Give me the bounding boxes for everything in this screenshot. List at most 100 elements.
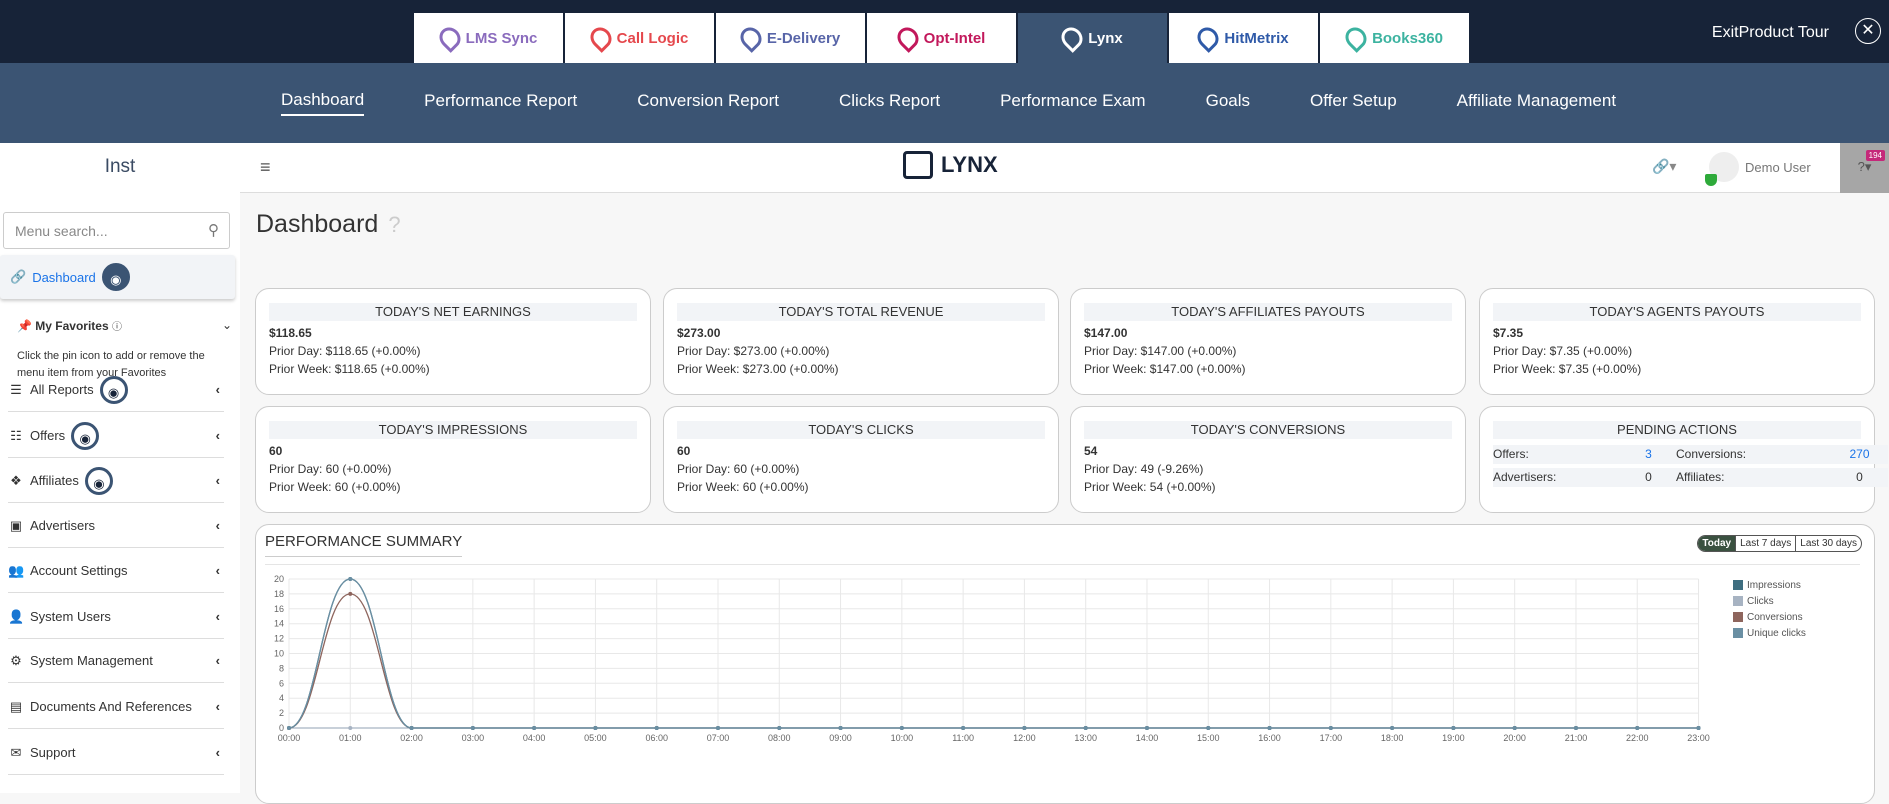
sidebar-item-label: System Management	[30, 653, 153, 668]
range-30-days[interactable]: Last 30 days	[1795, 536, 1861, 551]
eye-icon[interactable]: ◉	[99, 375, 128, 404]
x-tick-label: 04:00	[523, 733, 546, 743]
close-icon[interactable]: ✕	[1855, 18, 1881, 44]
card-prior-week: Prior Week: 60 (+0.00%)	[269, 480, 401, 494]
data-point[interactable]	[348, 577, 353, 581]
product-tab-e-delivery[interactable]: E-Delivery	[716, 13, 866, 63]
card-prior-day: Prior Day: $273.00 (+0.00%)	[677, 344, 830, 358]
data-point[interactable]	[777, 726, 782, 730]
legend-item[interactable]: Conversions	[1733, 609, 1806, 625]
product-tab-call-logic[interactable]: Call Logic	[565, 13, 715, 63]
data-point[interactable]	[1451, 726, 1456, 730]
data-point[interactable]	[1206, 726, 1211, 730]
x-tick-label: 17:00	[1320, 733, 1343, 743]
search-icon[interactable]: ⚲	[208, 222, 219, 239]
legend-swatch	[1733, 628, 1743, 638]
data-point[interactable]	[409, 726, 414, 730]
help-icon[interactable]: ?	[388, 212, 401, 237]
product-bar: LMS Sync Call Logic E-Delivery Opt-Intel Lyn…	[0, 0, 1889, 63]
card-value: 60	[677, 444, 691, 458]
eye-icon[interactable]: ◉	[101, 263, 130, 291]
data-point[interactable]	[838, 726, 843, 730]
eye-icon[interactable]: ◉	[71, 421, 100, 450]
data-point[interactable]	[1267, 726, 1272, 730]
nav-clicks-report[interactable]: Clicks Report	[839, 91, 941, 110]
menu-search-input[interactable]: Menu search... ⚲	[3, 212, 230, 249]
x-tick-label: 15:00	[1197, 733, 1220, 743]
legend-item[interactable]: Unique clicks	[1733, 625, 1806, 641]
range-today[interactable]: Today	[1698, 536, 1736, 551]
nav-goals[interactable]: Goals	[1205, 91, 1251, 110]
product-tab-opt-intel[interactable]: Opt-Intel	[867, 13, 1017, 63]
cubes-icon: ❖	[10, 472, 22, 488]
data-point[interactable]	[287, 726, 291, 730]
data-point[interactable]	[593, 726, 598, 730]
data-point[interactable]	[470, 726, 475, 730]
data-point[interactable]	[1573, 726, 1578, 730]
sidebar-item-offers[interactable]: ☷ Offers ◉ ‹	[8, 414, 224, 458]
data-point[interactable]	[1512, 726, 1517, 730]
eye-icon[interactable]: ◉	[84, 466, 113, 495]
data-point[interactable]	[1696, 726, 1701, 730]
data-point[interactable]	[899, 726, 904, 730]
exit-product-tour[interactable]: ExitProduct Tour	[1711, 24, 1829, 41]
avatar[interactable]	[1705, 152, 1739, 186]
offers-count[interactable]: 3	[1621, 445, 1676, 464]
sidebar-item-account-settings[interactable]: 👥 Account Settings ‹	[8, 549, 224, 593]
nav-performance-report[interactable]: Performance Report	[424, 91, 578, 110]
link-menu-icon[interactable]: 🔗▾	[1652, 158, 1677, 174]
legend-item[interactable]: Clicks	[1733, 593, 1806, 609]
product-icon	[1193, 23, 1224, 53]
data-point[interactable]	[348, 591, 353, 596]
data-point[interactable]	[1144, 726, 1149, 730]
product-tab-lynx[interactable]: Lynx	[1018, 13, 1168, 63]
conversions-count[interactable]: 270	[1831, 445, 1888, 464]
nav-dashboard[interactable]: Dashboard	[281, 90, 365, 116]
sidebar-item-affiliates[interactable]: ❖ Affiliates ◉ ‹	[8, 459, 224, 503]
nav-affiliate-management[interactable]: Affiliate Management	[1456, 91, 1617, 110]
nav-performance-exam[interactable]: Performance Exam	[1000, 91, 1146, 110]
y-tick-label: 16	[274, 604, 284, 614]
performance-summary: PERFORMANCE SUMMARY Today Last 7 days La…	[255, 524, 1875, 804]
help-menu[interactable]: ?▾ 194	[1840, 143, 1889, 193]
data-point[interactable]	[1328, 726, 1333, 730]
range-7-days[interactable]: Last 7 days	[1735, 536, 1795, 551]
nav-offer-setup[interactable]: Offer Setup	[1310, 91, 1397, 110]
x-tick-label: 00:00	[278, 733, 301, 743]
data-point[interactable]	[532, 726, 537, 730]
sidebar-item-dashboard[interactable]: 🔗 Dashboard ◉	[0, 255, 235, 299]
notification-badge: 194	[1865, 150, 1885, 161]
nav-conversion-report[interactable]: Conversion Report	[637, 91, 779, 110]
sidebar-item-all-reports[interactable]: ☰ All Reports ◉ ‹	[8, 368, 224, 412]
legend-item[interactable]: Impressions	[1733, 577, 1806, 593]
chevron-down-icon[interactable]: ⌄	[221, 318, 232, 332]
user-name[interactable]: Demo User	[1745, 160, 1811, 175]
data-point[interactable]	[1083, 726, 1088, 730]
product-tab-label: Call Logic	[616, 29, 689, 47]
card-title: TODAY'S CONVERSIONS	[1084, 421, 1452, 439]
sidebar-item-support[interactable]: ✉ Support ‹	[8, 731, 224, 775]
sidebar-item-system-management[interactable]: ⚙ System Management ‹	[8, 639, 224, 683]
line-chart: 0 2 4 6 8 10 12 14 16 18 20 00:00 01:00 02:00 03:00 04:…	[274, 574, 1710, 743]
data-point[interactable]	[654, 726, 659, 730]
product-tab-hitmetrix[interactable]: HitMetrix	[1169, 13, 1319, 63]
card-prior-day: Prior Day: 49 (-9.26%)	[1084, 462, 1204, 476]
card-value: $118.65	[269, 326, 312, 340]
card-title: TODAY'S AGENTS PAYOUTS	[1493, 303, 1861, 321]
sidebar-item-documents-and-references[interactable]: ▤ Documents And References ‹	[8, 685, 224, 729]
data-point[interactable]	[1390, 726, 1395, 730]
x-tick-label: 13:00	[1074, 733, 1097, 743]
data-point[interactable]	[348, 726, 353, 730]
sidebar-item-advertisers[interactable]: ▣ Advertisers ‹	[8, 504, 224, 548]
product-tab-books360[interactable]: Books360	[1320, 13, 1470, 63]
hamburger-icon[interactable]: ≡	[260, 157, 271, 177]
data-point[interactable]	[961, 726, 966, 730]
data-point[interactable]	[1635, 726, 1640, 730]
card-prior-week: Prior Week: 54 (+0.00%)	[1084, 480, 1216, 494]
product-tab-lms-sync[interactable]: LMS Sync	[414, 13, 564, 63]
favorites-header[interactable]: 📌 My Favorites ⓘ ⌄	[17, 318, 232, 333]
data-point[interactable]	[1022, 726, 1027, 730]
sidebar-item-label: Offers	[30, 428, 66, 443]
sidebar-item-system-users[interactable]: 👤 System Users ‹	[8, 595, 224, 639]
data-point[interactable]	[715, 726, 720, 730]
